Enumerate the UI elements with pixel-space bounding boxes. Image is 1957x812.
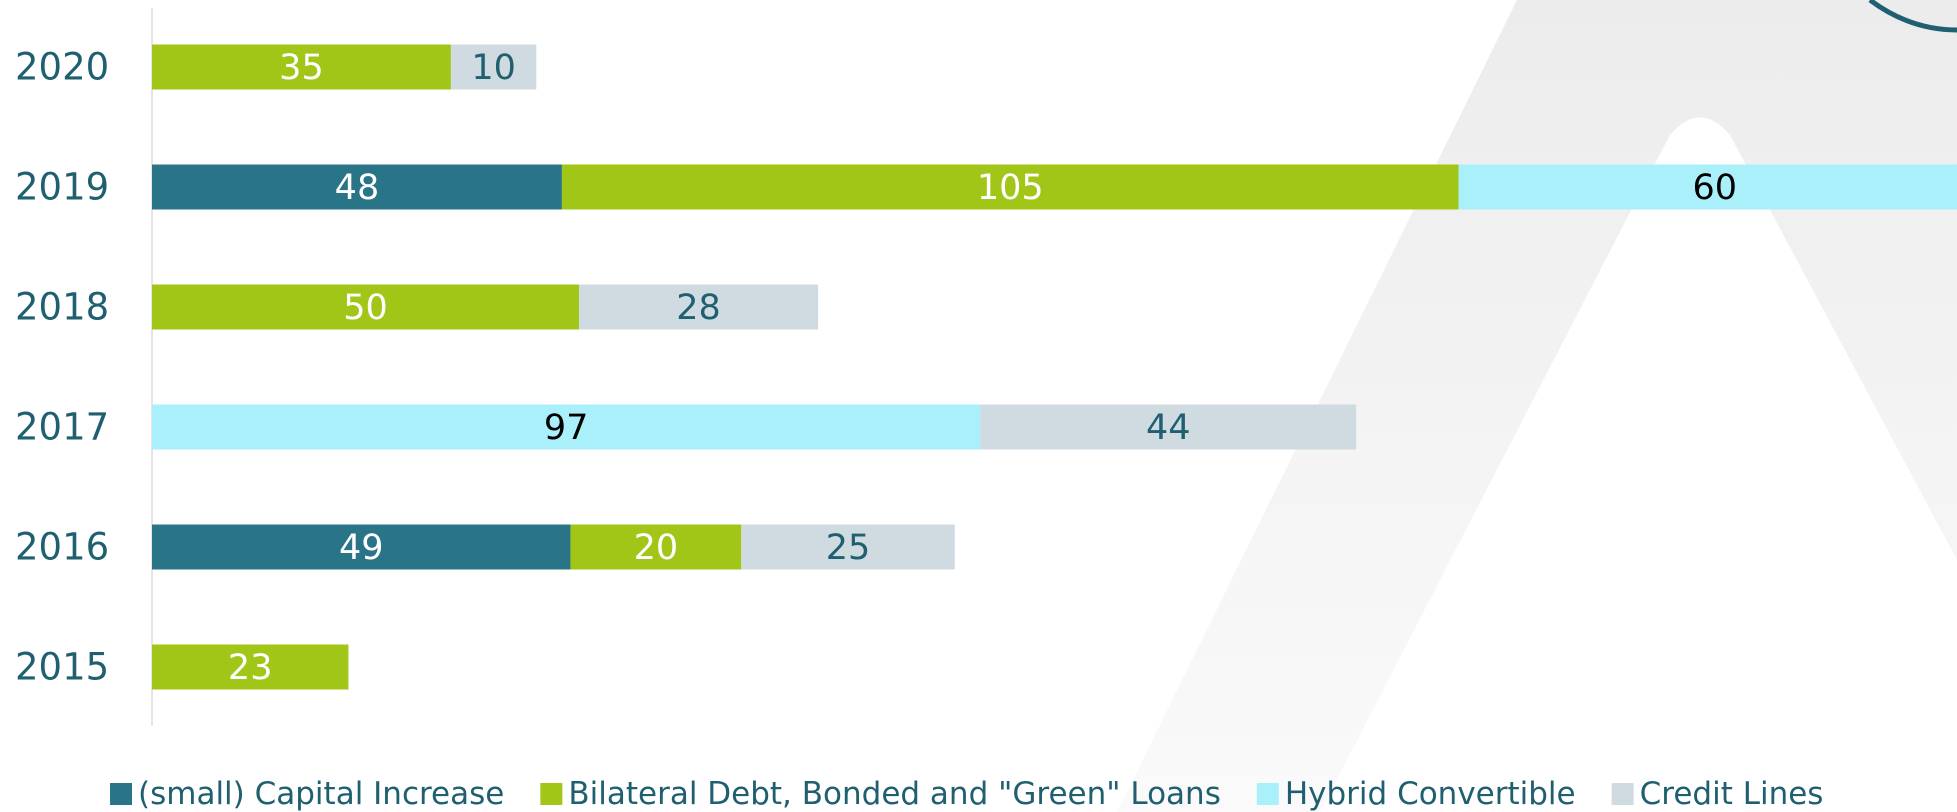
bar-segment [152, 404, 981, 450]
data-label: 60 [1693, 168, 1738, 208]
data-label: 44 [1146, 408, 1191, 448]
plot: 2020 35 10 2019 48 105 60 2018 50 28 2017 97 44 2016 4… [15, 44, 1957, 690]
bar-segment [570, 524, 742, 570]
decor-curve [1868, 0, 1957, 33]
bar-segment [152, 284, 579, 330]
legend-label: Credit Lines [1640, 776, 1824, 812]
bar-segment [980, 404, 1357, 450]
bar-segment [561, 164, 1459, 210]
bar-segment [741, 524, 955, 570]
legend: (small) Capital Increase Bilateral Debt, … [110, 776, 1823, 812]
legend-label: Hybrid Convertible [1285, 776, 1576, 812]
data-label: 23 [228, 648, 273, 688]
bar-segment [1458, 164, 1957, 210]
legend-swatch [110, 783, 132, 805]
y-tick-label: 2017 [15, 406, 109, 449]
data-label: 49 [339, 528, 384, 568]
data-label: 35 [279, 48, 324, 88]
legend-label: (small) Capital Increase [138, 776, 504, 812]
bar-segment [152, 164, 562, 210]
bar-segment [152, 644, 349, 690]
background-shape [1117, 0, 1957, 812]
bar-segment [450, 44, 537, 90]
data-label: 28 [676, 288, 721, 328]
legend-swatch [540, 783, 563, 805]
legend-swatch [1256, 783, 1279, 805]
data-label: 97 [544, 408, 589, 448]
y-tick-label: 2016 [15, 526, 109, 569]
data-label: 50 [343, 288, 388, 328]
data-label: 20 [634, 528, 679, 568]
data-label: 48 [335, 168, 380, 208]
bar-segment [152, 44, 451, 90]
y-tick-label: 2018 [15, 286, 109, 329]
data-label: 25 [826, 528, 871, 568]
legend-swatch [1611, 783, 1634, 805]
bar-segment [152, 524, 571, 570]
data-label: 105 [977, 168, 1044, 208]
bar-segment [579, 284, 819, 330]
legend-label: Bilateral Debt, Bonded and "Green" Loans [568, 776, 1220, 812]
data-label: 10 [471, 48, 516, 88]
y-tick-label: 2019 [15, 166, 109, 209]
y-tick-label: 2020 [15, 46, 109, 89]
y-tick-label: 2015 [15, 646, 109, 689]
